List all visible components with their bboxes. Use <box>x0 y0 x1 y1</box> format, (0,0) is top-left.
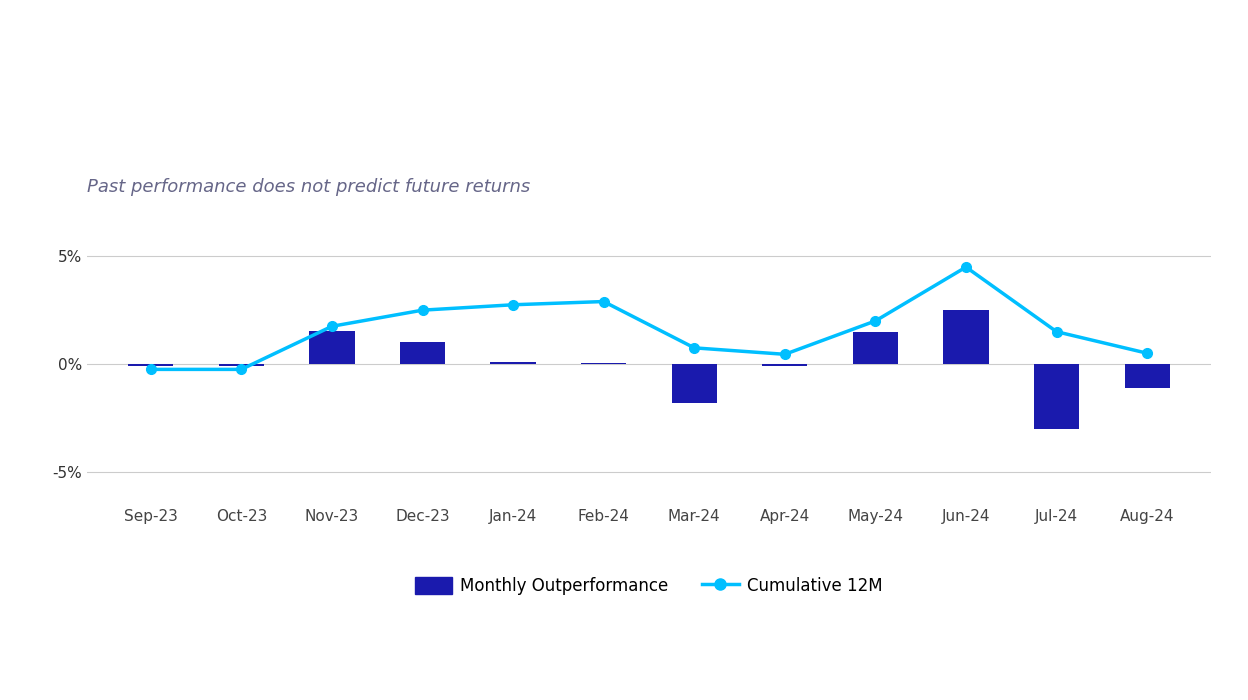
Bar <box>129 364 173 365</box>
Bar <box>490 362 535 364</box>
Legend: Monthly Outperformance, Cumulative 12M: Monthly Outperformance, Cumulative 12M <box>408 570 890 602</box>
Text: Past performance does not predict future returns: Past performance does not predict future… <box>87 178 530 196</box>
Bar <box>582 363 626 364</box>
Bar <box>943 310 988 364</box>
Bar <box>763 364 807 366</box>
Bar <box>852 332 899 364</box>
Bar <box>1124 364 1169 388</box>
Bar <box>310 330 354 364</box>
Bar <box>218 364 265 365</box>
Bar <box>1033 364 1080 428</box>
Bar <box>399 342 446 364</box>
Bar <box>671 364 716 402</box>
